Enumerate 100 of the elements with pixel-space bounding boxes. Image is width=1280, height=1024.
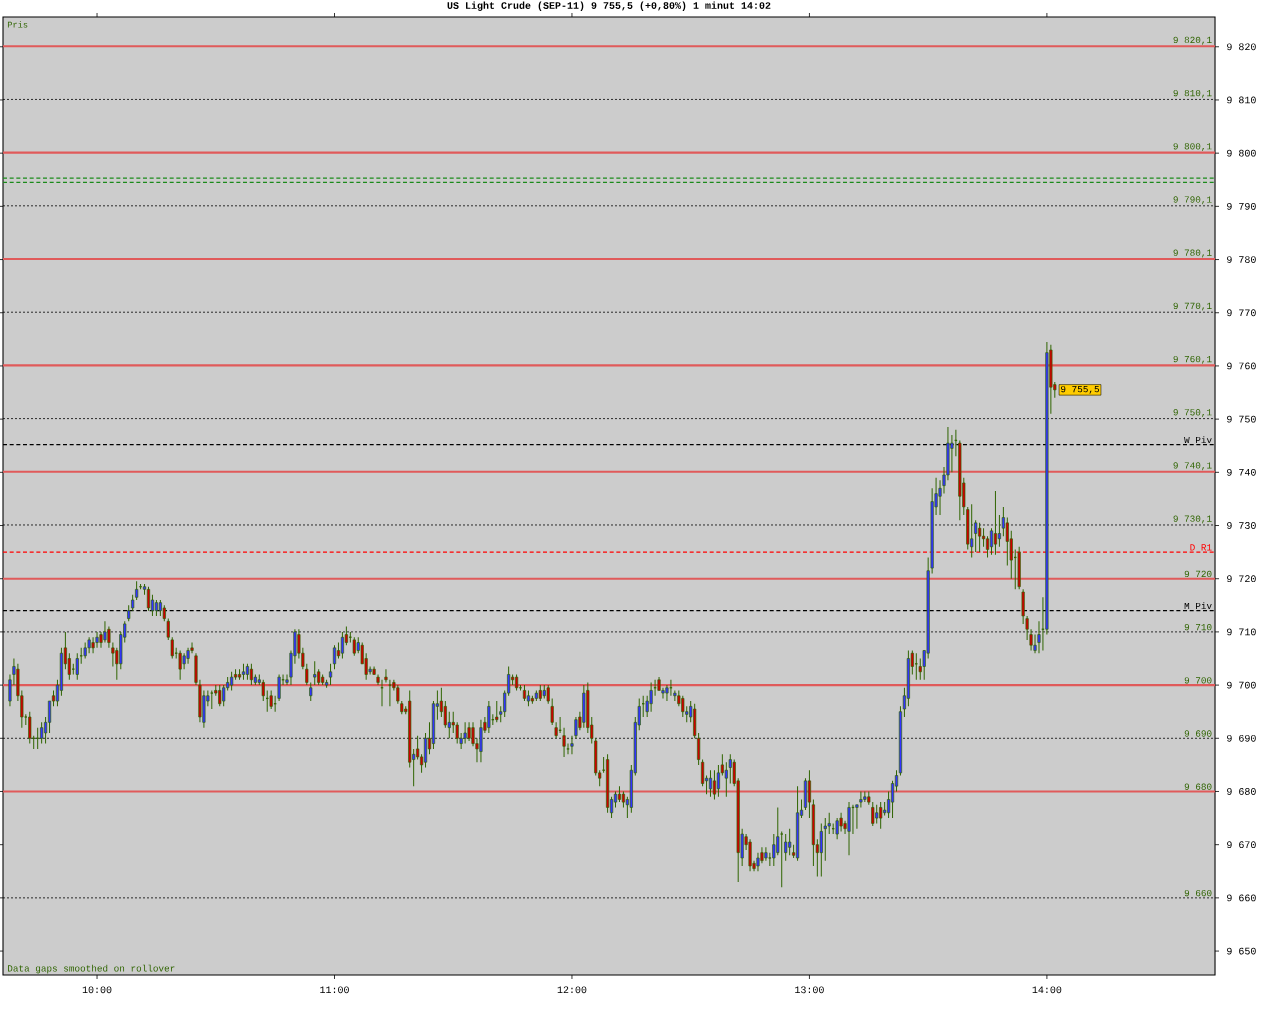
ref-line-label: 9 690 (1184, 730, 1212, 737)
ref-line-label: 9 740,1 (1173, 462, 1212, 471)
candlestick (249, 663, 253, 686)
candlestick (570, 735, 574, 755)
candlestick (748, 838, 752, 872)
y-tick-label: 9 790 (1227, 202, 1256, 210)
y-tick-label: 9 700 (1227, 681, 1256, 689)
candlestick (847, 801, 851, 856)
x-tick-label: 13:00 (795, 986, 824, 994)
candlestick (352, 636, 356, 657)
candlestick (716, 764, 720, 798)
candlestick (978, 522, 982, 553)
candlestick (665, 684, 669, 702)
ref-line-label: 9 810,1 (1173, 89, 1212, 98)
candlestick (487, 700, 491, 734)
candlestick (178, 650, 182, 681)
candlestick (28, 711, 32, 745)
candlestick (764, 846, 768, 862)
ref-line-label: 9 710 (1184, 623, 1212, 631)
x-tick-label: 12:00 (557, 986, 587, 994)
y-tick-label: 9 650 (1227, 947, 1256, 955)
candlestick (879, 801, 883, 830)
candlestick (230, 671, 234, 691)
ref-line-label: 9 750,1 (1173, 409, 1212, 417)
candlestick (712, 769, 717, 800)
candlestick (546, 684, 550, 705)
y-axis-title: Pris (7, 21, 28, 28)
ref-line-label: 9 780,1 (1173, 249, 1212, 258)
candlestick (91, 636, 95, 654)
candlestick (269, 689, 273, 710)
ref-line-label: 9 660 (1184, 889, 1212, 897)
candlestick (779, 830, 784, 888)
candlestick (981, 527, 986, 548)
candlestick (388, 679, 392, 707)
ref-line-label: W Piv (1184, 436, 1212, 444)
ref-line-label: 9 760,1 (1173, 355, 1212, 364)
candlestick (970, 503, 974, 558)
y-tick-label: 9 730 (1227, 522, 1256, 529)
y-tick-label: 9 780 (1227, 256, 1256, 263)
ref-line-label: M Piv (1184, 602, 1212, 610)
ref-line-label: 9 730,1 (1173, 515, 1212, 524)
candlestick (914, 652, 919, 681)
candlestick (423, 732, 428, 769)
candlestick (784, 833, 788, 862)
candlestick (95, 631, 99, 649)
y-tick-label: 9 670 (1227, 841, 1256, 849)
candlestick (950, 434, 954, 473)
candlestick (989, 527, 994, 556)
candlestick (974, 519, 978, 553)
candlestick (384, 668, 388, 683)
y-tick-label: 9 720 (1227, 575, 1256, 583)
candlestick (340, 631, 344, 659)
annotation: 9 755,5 (1061, 385, 1099, 394)
candlestick (495, 700, 499, 723)
ref-line-label: D R1 (1190, 544, 1212, 551)
candlestick (467, 721, 471, 742)
candlestick (75, 652, 79, 681)
candlestick (875, 804, 879, 824)
candlestick (218, 684, 222, 707)
candlestick (859, 790, 863, 808)
candlestick (574, 716, 578, 739)
y-tick-label: 9 750 (1227, 415, 1256, 423)
ref-line-label: 9 680 (1184, 783, 1212, 790)
candlestick (479, 719, 483, 763)
candlestick (313, 660, 317, 686)
candlestick (649, 681, 653, 713)
x-tick-label: 11:00 (320, 986, 349, 994)
candlestick (788, 828, 792, 856)
candlestick (997, 514, 1001, 548)
candlestick (328, 663, 333, 686)
y-tick-label: 9 810 (1227, 96, 1256, 104)
y-tick-label: 9 690 (1227, 734, 1256, 742)
y-tick-label: 9 660 (1227, 894, 1256, 902)
ref-line-label: 9 700 (1184, 677, 1212, 684)
y-tick-label: 9 820 (1227, 43, 1256, 51)
candlestick (807, 769, 812, 819)
ref-line-label: 9 800,1 (1173, 143, 1212, 152)
candlestick (681, 695, 685, 718)
y-tick-label: 9 770 (1227, 309, 1256, 317)
candlestick (35, 727, 40, 750)
ref-line-label: 9 720 (1184, 570, 1212, 578)
candlestick (835, 817, 839, 840)
chart-title: US Light Crude (SEP-11) 9 755,5 (+0,80%) 1 minut 14:02 (447, 1, 771, 11)
candlestick (562, 727, 566, 758)
ref-line-label: 9 770,1 (1173, 302, 1212, 311)
candlestick (819, 822, 823, 878)
y-tick-label: 9 740 (1227, 468, 1256, 476)
candlestick (463, 721, 467, 745)
candlestick (701, 759, 705, 787)
candlestick (708, 769, 713, 798)
y-tick-label: 9 760 (1227, 362, 1256, 370)
candlestick (993, 490, 998, 556)
y-tick-label: 9 800 (1227, 149, 1256, 157)
x-tick-label: 10:00 (82, 986, 112, 994)
candlestick (40, 721, 44, 745)
y-tick-label: 9 680 (1227, 788, 1256, 795)
x-tick-label: 14:00 (1032, 986, 1062, 994)
candlestick (146, 586, 151, 612)
candlestick (103, 620, 107, 644)
annotation: Data gaps smoothed on rollover (8, 964, 175, 974)
